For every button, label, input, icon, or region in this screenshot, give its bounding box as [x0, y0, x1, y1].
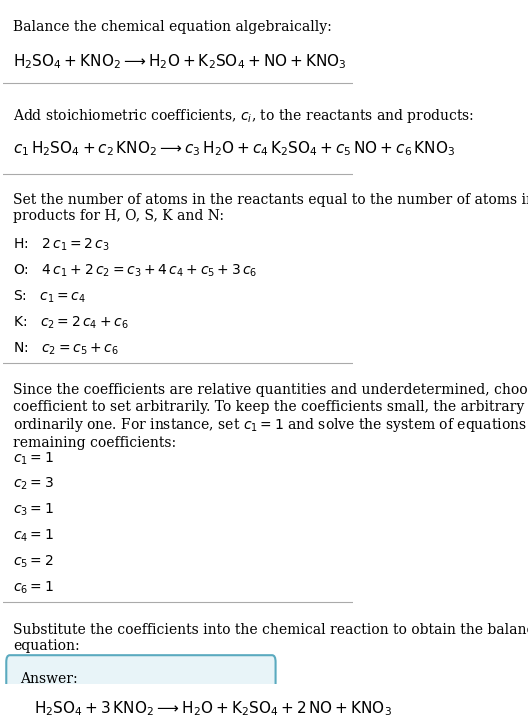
FancyBboxPatch shape: [6, 656, 276, 718]
Text: K:   $c_2 = 2\,c_4 + c_6$: K: $c_2 = 2\,c_4 + c_6$: [13, 314, 129, 331]
Text: Set the number of atoms in the reactants equal to the number of atoms in the
pro: Set the number of atoms in the reactants…: [13, 193, 528, 223]
Text: $c_4 = 1$: $c_4 = 1$: [13, 528, 54, 544]
Text: $c_3 = 1$: $c_3 = 1$: [13, 502, 54, 518]
Text: O:   $4\,c_1 + 2\,c_2 = c_3 + 4\,c_4 + c_5 + 3\,c_6$: O: $4\,c_1 + 2\,c_2 = c_3 + 4\,c_4 + c_5…: [13, 263, 258, 279]
Text: S:   $c_1 = c_4$: S: $c_1 = c_4$: [13, 289, 87, 305]
Text: Balance the chemical equation algebraically:: Balance the chemical equation algebraica…: [13, 20, 332, 34]
Text: Substitute the coefficients into the chemical reaction to obtain the balanced
eq: Substitute the coefficients into the che…: [13, 623, 528, 653]
Text: Since the coefficients are relative quantities and underdetermined, choose a
coe: Since the coefficients are relative quan…: [13, 383, 528, 450]
Text: H:   $2\,c_1 = 2\,c_3$: H: $2\,c_1 = 2\,c_3$: [13, 237, 110, 253]
Text: Answer:: Answer:: [20, 672, 78, 686]
Text: Add stoichiometric coefficients, $c_i$, to the reactants and products:: Add stoichiometric coefficients, $c_i$, …: [13, 107, 474, 125]
Text: $\mathrm{H_2SO_4 + KNO_2 \longrightarrow H_2O + K_2SO_4 + NO + KNO_3}$: $\mathrm{H_2SO_4 + KNO_2 \longrightarrow…: [13, 52, 347, 71]
Text: $c_6 = 1$: $c_6 = 1$: [13, 579, 54, 596]
Text: $c_5 = 2$: $c_5 = 2$: [13, 554, 54, 570]
Text: N:   $c_2 = c_5 + c_6$: N: $c_2 = c_5 + c_6$: [13, 340, 119, 357]
Text: $c_1 = 1$: $c_1 = 1$: [13, 450, 54, 467]
Text: $c_1\,\mathrm{H_2SO_4} + c_2\,\mathrm{KNO_2} \longrightarrow c_3\,\mathrm{H_2O} : $c_1\,\mathrm{H_2SO_4} + c_2\,\mathrm{KN…: [13, 140, 456, 159]
Text: $\mathrm{H_2SO_4 + 3\,KNO_2 \longrightarrow H_2O + K_2SO_4 + 2\,NO + KNO_3}$: $\mathrm{H_2SO_4 + 3\,KNO_2 \longrightar…: [34, 699, 392, 718]
Text: $c_2 = 3$: $c_2 = 3$: [13, 476, 54, 493]
